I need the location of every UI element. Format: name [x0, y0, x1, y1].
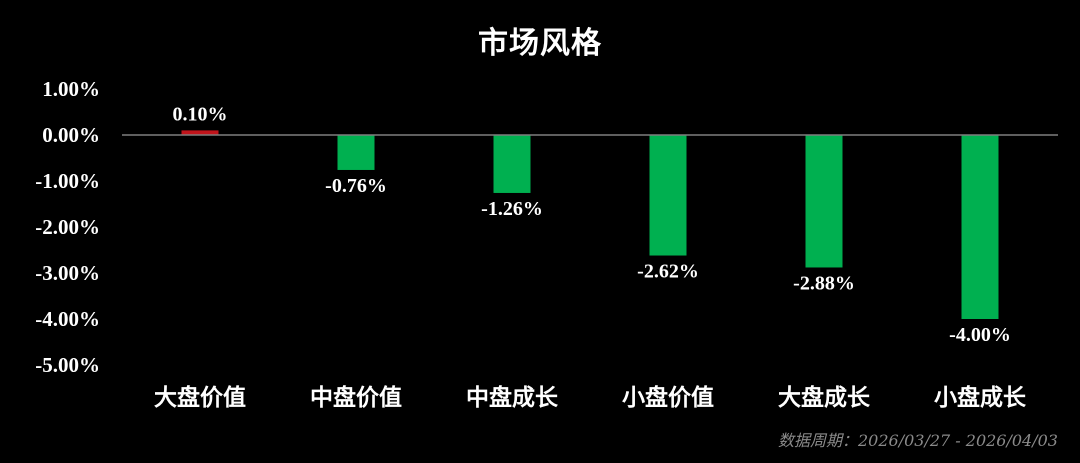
bar-3 [493, 135, 531, 193]
data-label: 0.10% [173, 103, 228, 125]
data-label: -2.88% [793, 272, 855, 294]
bar-6 [961, 135, 999, 319]
category-label: 中盘成长 [466, 384, 559, 411]
data-label: -1.26% [481, 198, 543, 220]
data-label: -2.62% [637, 261, 699, 283]
bar-4 [649, 135, 687, 256]
chart-title: 市场风格 [478, 26, 602, 61]
category-label: 大盘成长 [778, 384, 871, 411]
data-period-footnote: 数据周期：2026/03/27 - 2026/04/03 [777, 431, 1058, 450]
y-tick-label: -2.00% [35, 215, 100, 239]
y-tick-label: 0.00% [42, 123, 100, 147]
y-tick-label: -1.00% [35, 169, 100, 193]
category-label: 大盘价值 [154, 384, 246, 411]
category-label: 小盘成长 [934, 384, 1027, 411]
y-tick-label: -3.00% [35, 261, 100, 285]
category-label: 中盘价值 [310, 384, 402, 411]
bar-5 [805, 135, 843, 268]
bar-1 [181, 130, 219, 135]
y-tick-label: -4.00% [35, 307, 100, 331]
y-tick-label: 1.00% [42, 77, 100, 101]
category-label: 小盘价值 [622, 384, 714, 411]
data-label: -0.76% [325, 175, 387, 197]
bar-2 [337, 135, 375, 170]
data-label: -4.00% [949, 324, 1011, 346]
y-tick-label: -5.00% [35, 353, 100, 377]
